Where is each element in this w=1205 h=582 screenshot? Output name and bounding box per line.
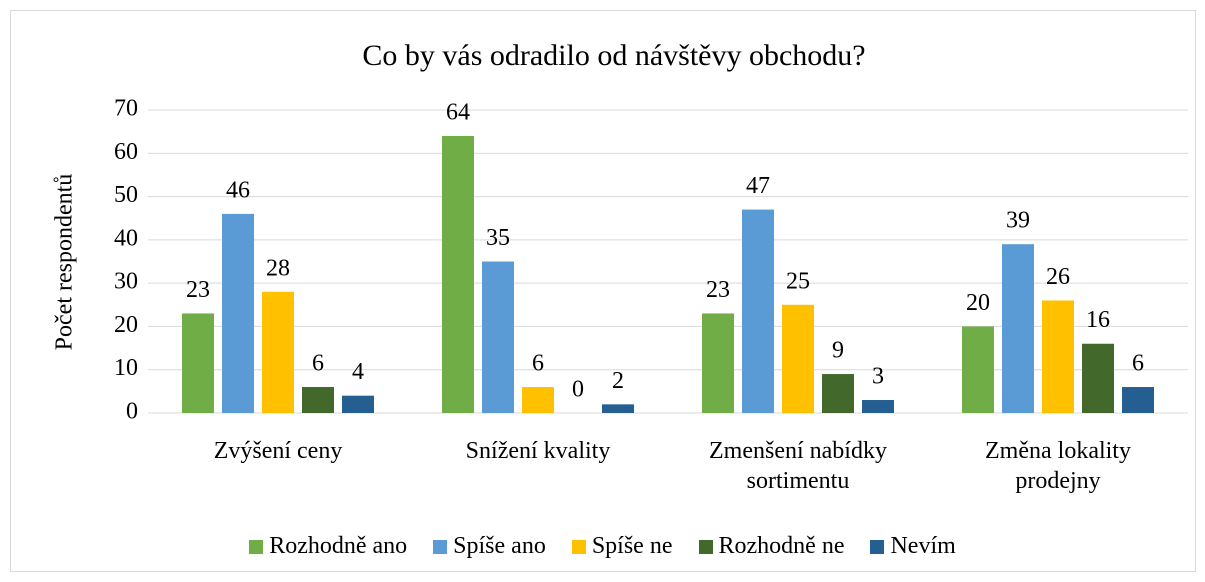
bar (862, 400, 894, 413)
legend-swatch (698, 539, 713, 554)
bar (702, 313, 734, 413)
x-tick-label: Zvýšení ceny (213, 438, 343, 464)
bar (822, 374, 854, 413)
data-label: 64 (446, 99, 470, 125)
data-label: 3 (872, 364, 884, 390)
bar (222, 213, 254, 413)
data-label: 35 (486, 225, 510, 251)
bar (1122, 387, 1154, 413)
data-label: 26 (1046, 264, 1070, 290)
legend-swatch (571, 539, 586, 554)
y-tick-label: 50 (114, 182, 138, 208)
legend-item: Spíše ne (571, 533, 673, 560)
data-label: 28 (266, 255, 290, 281)
data-label: 9 (832, 338, 844, 364)
bar (1082, 343, 1114, 413)
data-label: 16 (1086, 307, 1110, 333)
x-tick-label: Zmenšení nabídky sortimentu (709, 438, 887, 494)
legend-label: Rozhodně ne (718, 533, 845, 559)
bar (182, 313, 214, 413)
data-label: 47 (746, 173, 770, 199)
data-label: 6 (1132, 351, 1144, 377)
data-label: 20 (966, 290, 990, 316)
chart-title: Co by vás odradilo od návštěvy obchodu? (362, 39, 865, 72)
y-tick-label: 40 (114, 225, 138, 251)
data-label: 25 (786, 268, 810, 294)
legend-item: Rozhodně ano (249, 533, 407, 560)
legend-swatch (433, 539, 448, 554)
y-tick-label: 70 (114, 96, 138, 122)
y-tick-label: 30 (114, 269, 138, 295)
bar (262, 291, 294, 413)
bar (482, 261, 514, 413)
y-tick-label: 0 (126, 399, 138, 425)
legend-label: Spíše ne (591, 533, 673, 559)
legend-item: Nevím (870, 533, 956, 560)
data-label: 46 (226, 177, 250, 203)
bar (342, 395, 374, 413)
x-tick-label: Snížení kvality (465, 438, 611, 464)
bar (522, 387, 554, 413)
data-label: 23 (706, 277, 730, 303)
y-axis-label: Počet respondentů (52, 174, 78, 351)
legend-label: Rozhodně ano (269, 533, 408, 559)
legend-item: Spíše ano (433, 533, 546, 560)
bar (442, 135, 474, 413)
data-label: 4 (352, 359, 364, 385)
y-tick-label: 20 (114, 312, 138, 338)
data-label: 6 (312, 351, 324, 377)
chart-border (10, 10, 1196, 572)
data-label: 39 (1006, 208, 1030, 234)
data-label: 23 (186, 277, 210, 303)
legend-swatch (870, 539, 885, 554)
x-tick-label: Změna lokality prodejny (985, 438, 1131, 494)
data-label: 6 (532, 351, 544, 377)
bar (1042, 300, 1074, 413)
bar (742, 209, 774, 413)
y-tick-label: 60 (114, 139, 138, 165)
bar (602, 404, 634, 413)
bar (962, 326, 994, 413)
y-tick-label: 10 (114, 355, 138, 381)
data-label: 2 (612, 368, 624, 394)
data-label: 0 (572, 377, 584, 403)
bar (782, 304, 814, 413)
legend: Rozhodně ano Spíše ano Spíše ne Rozhodně ne… (0, 533, 1205, 560)
bar (1002, 244, 1034, 413)
legend-label: Nevím (890, 533, 956, 559)
bar (302, 387, 334, 413)
legend-item: Rozhodně ne (698, 533, 845, 560)
legend-swatch (249, 539, 264, 554)
legend-label: Spíše ano (453, 533, 546, 559)
